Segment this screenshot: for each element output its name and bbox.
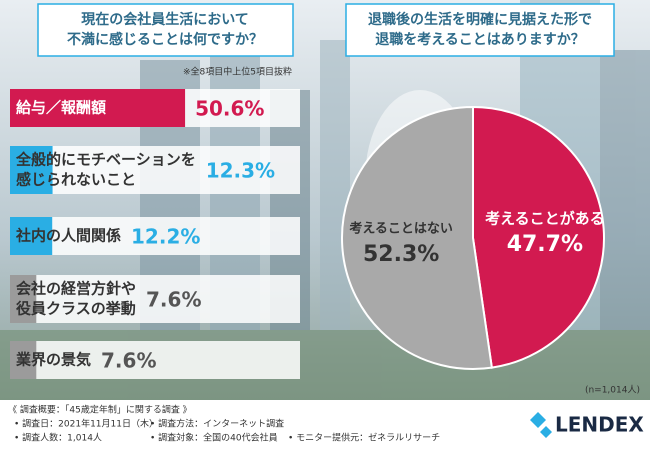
note: ※全8項目中上位5項目抜粋 <box>183 66 292 78</box>
bar <box>10 89 186 127</box>
title-box <box>37 3 294 57</box>
value-label: 7.6% <box>101 349 156 373</box>
slice-value: 52.3% <box>363 242 439 267</box>
title-box <box>345 3 615 57</box>
chart-title: 現在の会社員生活において <box>81 11 249 28</box>
category-label: 業界の景気 <box>15 351 91 369</box>
pie-slice <box>340 105 493 370</box>
value-label: 12.3% <box>206 159 275 183</box>
slice-label: 考えることがある <box>485 209 605 227</box>
bar <box>10 275 37 323</box>
footer-heading: 《 調査概要：「45歳定年制」に関する調査 》 <box>8 404 192 416</box>
chart-title: 不満に感じることは何ですか？ <box>67 31 263 48</box>
category-label: 役員クラスの挙動 <box>16 300 136 318</box>
category-label: 感じられないこと <box>16 171 136 189</box>
bar <box>10 146 53 194</box>
row-box <box>10 275 300 323</box>
row-box <box>10 341 300 379</box>
category-label: 給与／報酬額 <box>16 99 106 117</box>
footer-bg <box>0 400 650 450</box>
chart-title: 退職後の生活を明確に見据えた形で <box>368 11 592 28</box>
value-label: 50.6% <box>195 97 264 121</box>
value-label: 12.2% <box>131 225 200 249</box>
category-label: 全般的にモチベーションを <box>15 151 196 169</box>
footer-item: • 調査対象：全国の40代会社員 <box>150 432 278 444</box>
footer-item: • 調査人数：1,014人 <box>14 432 102 444</box>
slice-value: 47.7% <box>507 232 583 257</box>
chart-title: 退職を考えることはありますか？ <box>375 31 585 48</box>
footer-item: • 調査方法：インターネット調査 <box>150 418 284 430</box>
row-box <box>10 217 300 255</box>
row-box <box>10 146 300 194</box>
bar <box>10 341 37 379</box>
pie-slice <box>472 105 605 369</box>
logo-mark <box>530 412 552 438</box>
bar <box>10 217 53 255</box>
note: (n=1,014人) <box>585 385 640 396</box>
category-label: 会社の経営方針や <box>16 280 136 298</box>
value-label: 7.6% <box>146 288 201 312</box>
footer-item: • モニター提供元：ゼネラルリサーチ <box>288 432 440 444</box>
category-label: 社内の人間関係 <box>15 227 121 245</box>
logo: LENDEX <box>555 413 644 437</box>
slice-label: 考えることはない <box>349 221 453 237</box>
footer-item: • 調査日：2021年11月11日（木） <box>14 418 158 430</box>
